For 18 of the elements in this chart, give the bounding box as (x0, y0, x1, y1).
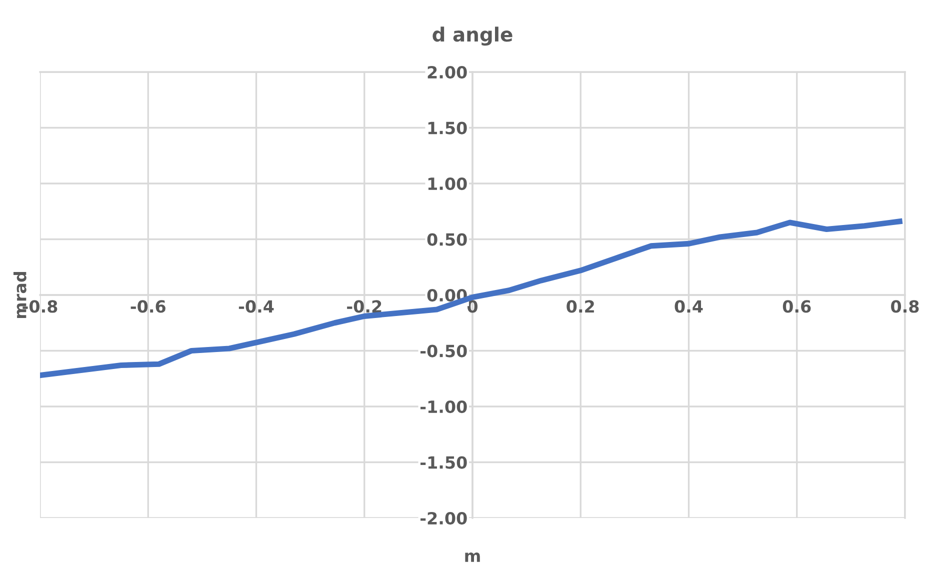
x-tick-label: 0.4 (674, 300, 703, 313)
y-tick-label: -0.50 (420, 344, 467, 358)
x-tick-label: 0 (468, 300, 478, 313)
chart-title: d angle (432, 26, 512, 46)
x-tick-label: -0.6 (130, 300, 166, 313)
y-tick-label: 1.50 (428, 122, 467, 134)
y-tick-label: 0.50 (427, 233, 467, 246)
y-tick-label: 2.00 (428, 66, 467, 79)
x-tick-label: -0.4 (238, 300, 274, 313)
x-tick-label: -0.2 (347, 300, 382, 313)
x-axis-title: m (465, 552, 480, 562)
x-tick-label: 0.6 (782, 300, 811, 313)
y-tick-label: -2.00 (420, 512, 467, 525)
y-tick-label: 1.00 (428, 177, 467, 190)
x-tick-label: 0.8 (891, 300, 919, 313)
x-tick-label: 0.2 (566, 300, 594, 313)
y-tick-label: -1.50 (420, 456, 467, 469)
y-tick-label: -1.00 (420, 400, 467, 414)
